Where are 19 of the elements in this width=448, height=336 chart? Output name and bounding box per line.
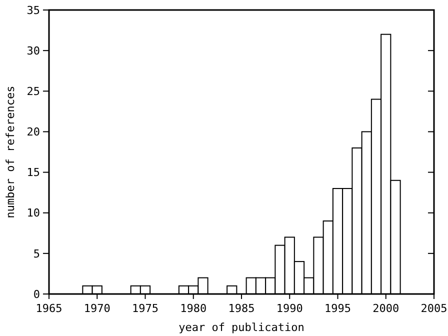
x-tick-label: 1995 [324,302,351,315]
x-tick-label: 1990 [276,302,303,315]
y-tick-label: 30 [26,44,40,58]
x-tick-label: 2000 [372,302,400,315]
x-tick-label: 2005 [420,302,448,315]
y-axis-title: number of references [4,86,17,218]
y-tick-label: 0 [33,288,40,301]
y-tick-label: 35 [26,4,40,17]
y-tick-label: 15 [26,166,40,180]
x-tick-label: 1975 [132,302,158,315]
x-tick-label: 1970 [84,302,110,315]
x-tick-label: 1980 [180,302,207,315]
y-tick-label: 20 [26,126,40,139]
y-tick-label: 10 [26,206,40,220]
x-tick-label: 1985 [228,302,255,315]
y-tick-label: 25 [26,84,40,98]
y-tick-label: 5 [33,247,40,260]
x-axis-title: year of publication [178,321,304,334]
x-tick-label: 1965 [36,302,62,315]
